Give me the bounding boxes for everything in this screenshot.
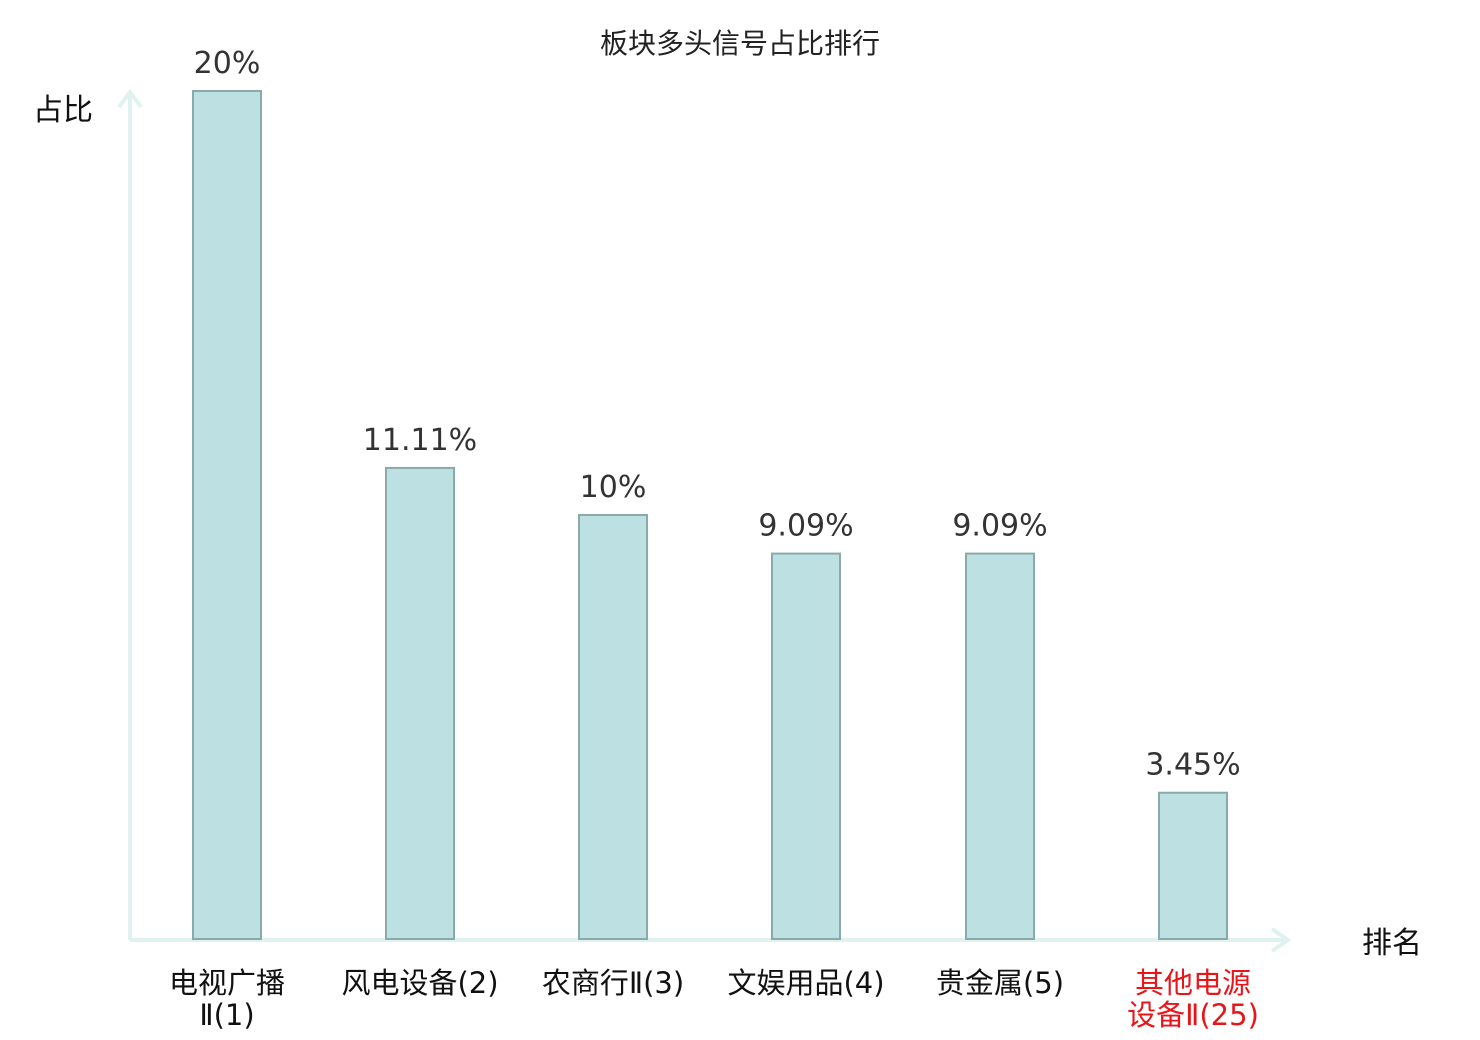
bar-6 bbox=[1158, 791, 1228, 940]
bars-group bbox=[192, 90, 1228, 940]
x-axis-label: 排名 bbox=[1362, 926, 1422, 961]
y-axis-arrow-icon bbox=[117, 88, 143, 109]
category-label-line: Ⅱ(1) bbox=[199, 998, 254, 1032]
bar-2 bbox=[385, 466, 455, 940]
category-label-5: 贵金属(5) bbox=[936, 966, 1064, 1000]
bar-4 bbox=[771, 552, 841, 940]
bar-5 bbox=[965, 552, 1035, 940]
category-label-2: 风电设备(2) bbox=[341, 966, 498, 1000]
value-label-3: 10% bbox=[580, 470, 647, 505]
category-label-line: 农商行Ⅱ(3) bbox=[542, 966, 684, 1000]
category-label-line: 贵金属(5) bbox=[936, 966, 1064, 1000]
value-labels-group: 20% 11.11% 10% 9.09% 9.09% 3.45% bbox=[194, 46, 1241, 783]
category-label-line: 设备Ⅱ(25) bbox=[1127, 998, 1259, 1032]
value-label-5: 9.09% bbox=[952, 509, 1047, 544]
category-label-line: 风电设备(2) bbox=[341, 966, 498, 1000]
category-label-4: 文娱用品(4) bbox=[727, 966, 884, 1000]
bar-3 bbox=[578, 514, 648, 940]
category-labels-group: 电视广播 Ⅱ(1) 风电设备(2) 农商行Ⅱ(3) 文娱用品(4) 贵金属(5) 其他电源设… bbox=[169, 966, 1259, 1032]
category-label-1: 电视广播 Ⅱ(1) bbox=[169, 966, 285, 1032]
value-label-1: 20% bbox=[194, 46, 261, 81]
y-axis-label: 占比 bbox=[33, 93, 93, 128]
chart-title: 板块多头信号占比排行 bbox=[600, 27, 880, 60]
value-label-4: 9.09% bbox=[758, 509, 853, 544]
x-axis-arrow-icon bbox=[1270, 927, 1292, 953]
value-label-6: 3.45% bbox=[1145, 748, 1240, 783]
y-axis bbox=[117, 88, 143, 940]
bar-1 bbox=[192, 90, 262, 940]
category-label-line: 电视广播 bbox=[169, 966, 285, 1000]
category-label-6: 其他电源设备Ⅱ(25) bbox=[1127, 966, 1259, 1032]
category-label-3: 农商行Ⅱ(3) bbox=[542, 966, 684, 1000]
category-label-line: 其他电源 bbox=[1135, 966, 1251, 1000]
x-axis bbox=[130, 927, 1292, 953]
category-label-line: 文娱用品(4) bbox=[727, 966, 884, 1000]
value-label-2: 11.11% bbox=[363, 423, 477, 458]
